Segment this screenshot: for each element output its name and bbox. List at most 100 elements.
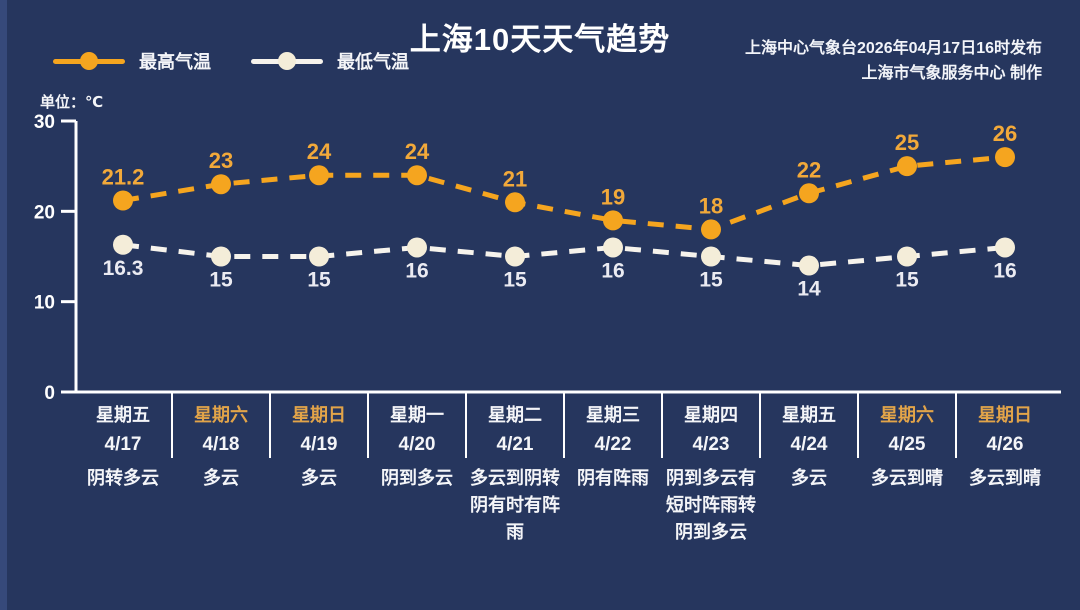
low-temp-value: 16 [993, 259, 1016, 282]
publisher-info: 上海中心气象台2026年04月17日16时发布 上海市气象服务中心 制作 [745, 36, 1042, 86]
weather-line: 多云到晴 [969, 468, 1041, 488]
weather-line: 雨 [506, 522, 524, 542]
high-temp-marker-icon [53, 52, 125, 70]
high-temp-point [211, 174, 231, 195]
weather-line: 多云 [791, 468, 827, 488]
weather-description: 阴到多云 [367, 465, 467, 492]
issued-line-1: 上海中心气象台2026年04月17日16时发布 [745, 40, 1042, 57]
weather-line: 短时阵雨转 [666, 495, 756, 515]
weekday-label: 星期日 [978, 405, 1032, 425]
low-temp-point [799, 255, 819, 276]
day-column: 星期五 4/24 多云 [759, 404, 859, 492]
date-label: 4/26 [986, 434, 1024, 455]
low-temp-point [407, 237, 427, 258]
date-label: 4/18 [202, 434, 240, 455]
date-label: 4/23 [692, 434, 730, 455]
low-temp-point [211, 246, 231, 267]
high-temp-value: 25 [895, 130, 919, 155]
day-column: 星期三 4/22 阴有阵雨 [563, 404, 663, 492]
high-temp-point [113, 190, 133, 211]
y-tick-label: 0 [44, 383, 55, 404]
weather-line: 多云 [203, 468, 239, 488]
low-temp-value: 15 [699, 269, 723, 292]
low-temp-point [995, 237, 1015, 258]
day-column: 星期日 4/19 多云 [269, 404, 369, 492]
day-column: 星期二 4/21 多云到阴转阴有时有阵雨 [465, 404, 565, 546]
weekday-label: 星期二 [488, 405, 542, 425]
issued-line-2: 上海市气象服务中心 制作 [861, 65, 1042, 82]
low-temp-point [309, 246, 329, 267]
high-temp-value: 24 [405, 139, 430, 164]
weather-description: 多云 [759, 465, 859, 492]
weather-description: 多云到晴 [955, 465, 1055, 492]
low-temp-value: 16 [601, 259, 624, 282]
y-tick-label: 10 [34, 293, 55, 314]
weather-line: 阴到多云 [675, 522, 747, 542]
legend-item-low: 最低气温 [251, 48, 409, 74]
low-temp-point [113, 234, 133, 255]
date-label: 4/17 [104, 434, 142, 455]
high-temp-value: 18 [699, 193, 723, 218]
low-temp-value: 15 [503, 269, 527, 292]
date-label: 4/22 [594, 434, 632, 455]
date-label: 4/21 [496, 434, 534, 455]
high-temp-point [995, 147, 1015, 168]
weather-line: 阴到多云有 [666, 468, 756, 488]
weather-line: 多云 [301, 468, 337, 488]
low-temp-value: 16.3 [103, 257, 144, 280]
high-temp-value: 19 [601, 184, 625, 209]
weather-line: 阴转多云 [87, 468, 159, 488]
day-column: 星期六 4/25 多云到晴 [857, 404, 957, 492]
weekday-label: 星期四 [684, 405, 738, 425]
weekday-label: 星期日 [292, 405, 346, 425]
weather-description: 多云 [171, 465, 271, 492]
high-temp-line [122, 154, 1006, 232]
weather-line: 多云到阴转 [470, 468, 560, 488]
date-label: 4/20 [398, 434, 436, 455]
day-column: 星期六 4/18 多云 [171, 404, 271, 492]
low-temp-value: 15 [307, 269, 331, 292]
weather-description: 多云 [269, 465, 369, 492]
weekday-label: 星期五 [782, 405, 836, 425]
high-temp-point [897, 156, 917, 177]
weekday-label: 星期五 [96, 405, 150, 425]
low-temp-value: 15 [895, 269, 919, 292]
high-temp-value: 22 [797, 157, 821, 182]
high-temp-value: 21.2 [102, 164, 145, 189]
low-temp-point [701, 246, 721, 267]
weekday-label: 星期三 [586, 405, 640, 425]
weather-description: 多云到阴转阴有时有阵雨 [465, 465, 565, 546]
page-title: 上海10天天气趋势 [409, 22, 671, 57]
weather-description: 阴到多云有短时阵雨转阴到多云 [661, 465, 761, 546]
high-temp-point [799, 183, 819, 204]
high-temp-point [701, 219, 721, 240]
high-temp-point [505, 192, 525, 213]
legend-low-label: 最低气温 [337, 52, 409, 72]
high-temp-point [603, 210, 623, 231]
chart-legend: 最高气温 最低气温 [53, 48, 409, 74]
low-temp-value: 14 [797, 278, 821, 301]
day-column: 星期五 4/17 阴转多云 [73, 404, 173, 492]
legend-high-label: 最高气温 [139, 52, 211, 72]
legend-item-high: 最高气温 [53, 48, 211, 74]
left-edge-strip [0, 0, 7, 610]
y-tick-label: 30 [34, 112, 55, 133]
low-temp-marker-icon [251, 52, 323, 70]
unit-label: 单位：℃ [40, 94, 104, 111]
weekday-label: 星期一 [390, 405, 444, 425]
weather-line: 阴有阵雨 [577, 468, 649, 488]
low-temp-value: 16 [405, 259, 428, 282]
weather-line: 阴到多云 [381, 468, 453, 488]
day-column: 星期日 4/26 多云到晴 [955, 404, 1055, 492]
weather-line: 阴有时有阵 [470, 495, 560, 515]
weather-description: 多云到晴 [857, 465, 957, 492]
low-temp-value: 15 [209, 269, 233, 292]
weather-line: 多云到晴 [871, 468, 943, 488]
high-temp-value: 26 [993, 121, 1017, 146]
high-temp-value: 23 [209, 148, 233, 173]
low-temp-point [897, 246, 917, 267]
weekday-label: 星期六 [194, 405, 248, 425]
weather-description: 阴转多云 [73, 465, 173, 492]
